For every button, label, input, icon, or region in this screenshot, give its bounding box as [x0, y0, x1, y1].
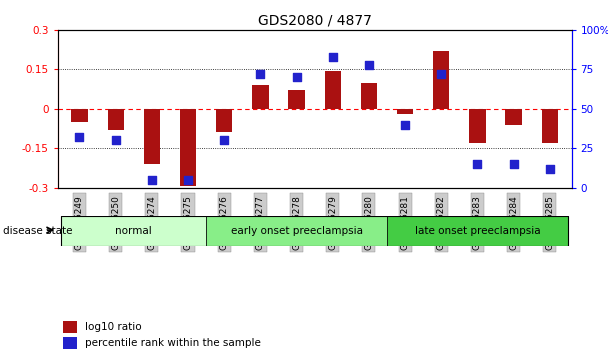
Point [472, 161, 482, 167]
Point [328, 54, 337, 60]
Bar [505, 109, 522, 125]
Point [292, 75, 302, 80]
Bar [433, 51, 449, 109]
Point [147, 177, 157, 183]
Bar [542, 109, 558, 143]
Text: late onset preeclampsia: late onset preeclampsia [415, 226, 541, 236]
Bar [71, 109, 88, 122]
Point [219, 137, 229, 143]
Text: log10 ratio: log10 ratio [85, 322, 141, 332]
Bar [61, 216, 206, 246]
Title: GDS2080 / 4877: GDS2080 / 4877 [258, 13, 371, 28]
Bar [206, 216, 387, 246]
Bar [397, 109, 413, 114]
Bar [252, 85, 269, 109]
Point [437, 72, 446, 77]
Bar [143, 109, 160, 164]
Text: percentile rank within the sample: percentile rank within the sample [85, 338, 260, 348]
Text: normal: normal [116, 226, 152, 236]
Point [364, 62, 374, 68]
Bar [469, 109, 486, 143]
Bar [387, 216, 568, 246]
Bar [180, 109, 196, 186]
Point [255, 72, 265, 77]
Text: disease state: disease state [3, 226, 72, 236]
Point [545, 166, 554, 172]
Point [400, 122, 410, 127]
Point [111, 137, 120, 143]
Point [183, 177, 193, 183]
Point [75, 135, 85, 140]
Bar [63, 321, 77, 333]
Bar [108, 109, 124, 130]
Bar [325, 71, 341, 109]
Bar [63, 337, 77, 349]
Point [509, 161, 519, 167]
Bar [288, 91, 305, 109]
Bar [216, 109, 232, 132]
Text: early onset preeclampsia: early onset preeclampsia [230, 226, 362, 236]
Bar [361, 82, 377, 109]
